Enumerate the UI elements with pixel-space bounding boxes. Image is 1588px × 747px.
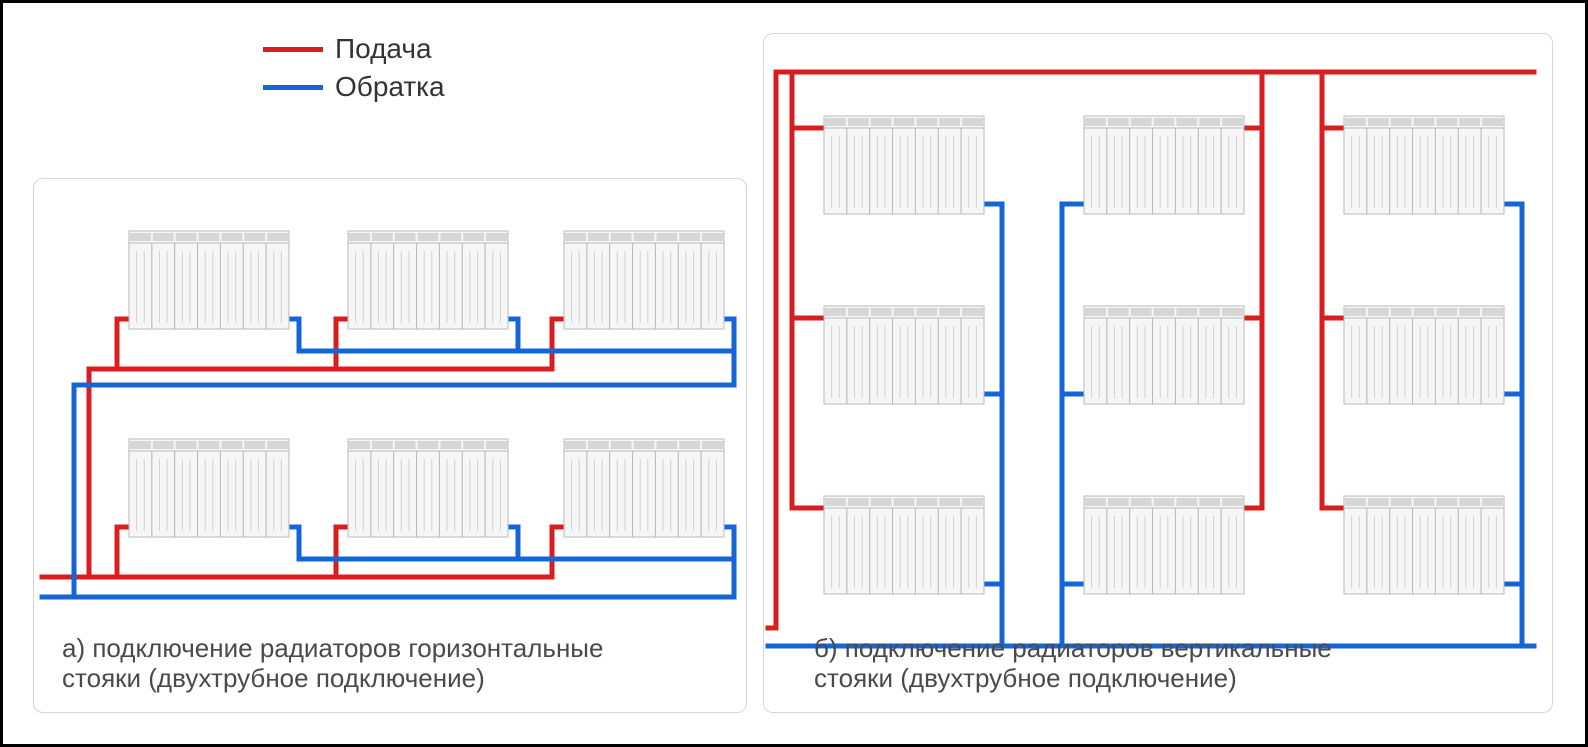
legend-supply-row: Подача xyxy=(263,33,445,65)
radiator xyxy=(564,231,724,329)
radiator xyxy=(348,439,508,537)
radiator xyxy=(824,496,984,594)
radiator xyxy=(824,306,984,404)
radiator xyxy=(129,231,289,329)
radiator xyxy=(564,439,724,537)
panel-b-caption: б) подключение радиаторов вертикальныест… xyxy=(814,634,1332,694)
legend-return-line xyxy=(263,85,323,90)
radiator xyxy=(348,231,508,329)
panel-b: б) подключение радиаторов вертикальныест… xyxy=(763,33,1553,713)
legend-return-row: Обратка xyxy=(263,71,445,103)
panel-a-caption: а) подключение радиаторов горизонтальные… xyxy=(62,634,603,694)
radiator xyxy=(1084,116,1244,214)
radiator xyxy=(1084,496,1244,594)
legend-return-label: Обратка xyxy=(335,71,445,103)
legend: Подача Обратка xyxy=(263,33,445,109)
radiator xyxy=(129,439,289,537)
panel-a: а) подключение радиаторов горизонтальные… xyxy=(33,178,747,713)
radiator xyxy=(1344,116,1504,214)
diagram-b-svg xyxy=(764,34,1554,714)
legend-supply-label: Подача xyxy=(335,33,432,65)
radiator xyxy=(1344,496,1504,594)
radiator xyxy=(824,116,984,214)
radiator xyxy=(1084,306,1244,404)
radiator xyxy=(1344,306,1504,404)
legend-supply-line xyxy=(263,47,323,52)
